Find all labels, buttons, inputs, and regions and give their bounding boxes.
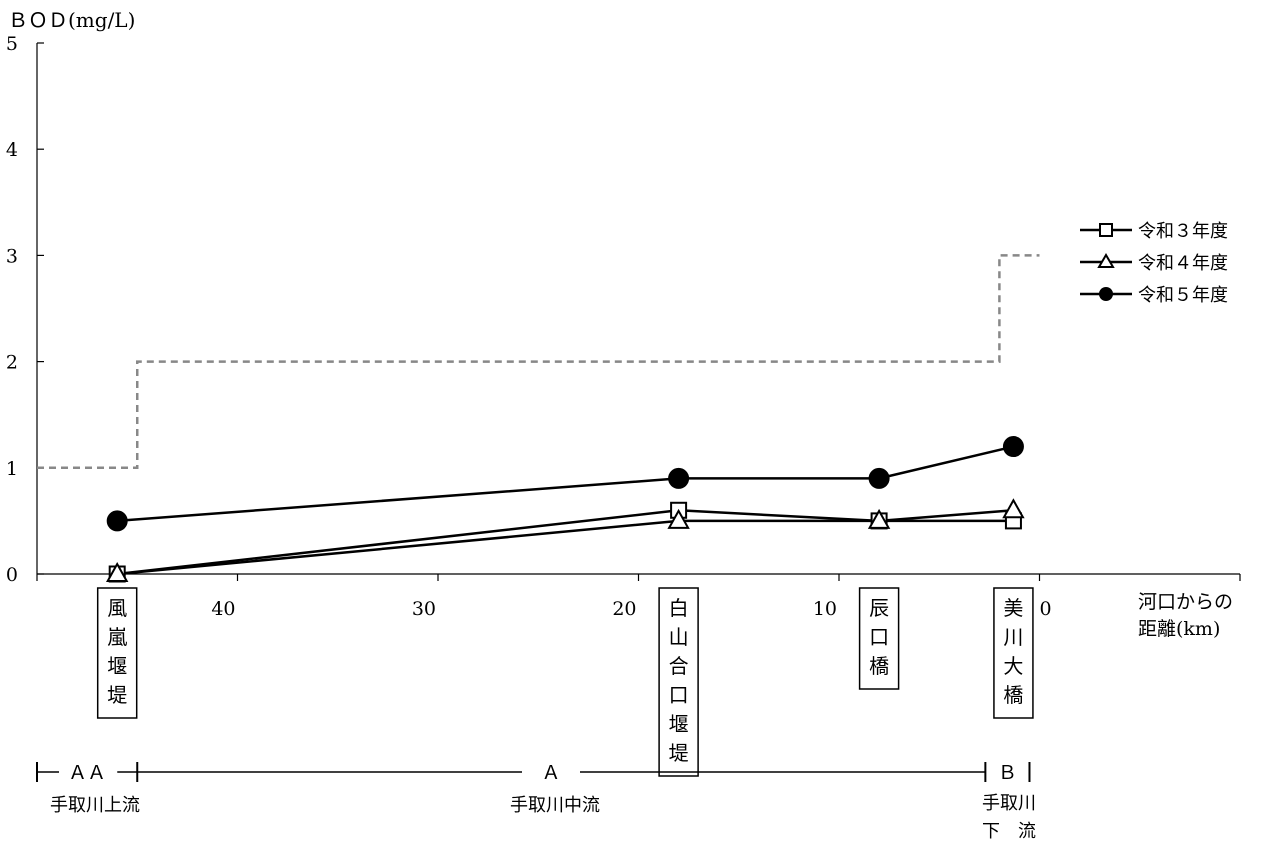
legend-label: 令和３年度 (1138, 221, 1228, 242)
series-3-point (668, 467, 690, 489)
station-box (96, 587, 138, 719)
x-tick-label: 20 (612, 598, 636, 620)
reach-label: 手取川 (982, 793, 1036, 814)
station-label-char: 美 (1003, 596, 1023, 620)
station-label-char: 風 (107, 596, 127, 620)
standard-step-line (37, 254, 1040, 470)
series-3-point (1002, 436, 1024, 458)
x-axis-title: 距離(km) (1138, 618, 1220, 640)
station-label-char: 辰 (869, 596, 889, 620)
station-box (658, 587, 699, 777)
chart-title: ＢＯＤ(mg/L) (8, 8, 135, 32)
series-layer (105, 436, 1025, 583)
station-label-char: 白 (669, 596, 689, 620)
legend-label: 令和５年度 (1138, 285, 1228, 306)
y-tick-label: 3 (6, 245, 18, 267)
legend-marker (1099, 287, 1113, 301)
series-2-point (105, 561, 129, 582)
series-2-point (867, 508, 891, 529)
series-line-2 (117, 509, 1014, 576)
y-tick-label: 2 (6, 352, 18, 374)
station-label-char: 堰 (107, 654, 127, 678)
y-tick-label: 0 (6, 564, 18, 586)
station-label-char: 大 (1003, 654, 1023, 678)
station-label-char: 橋 (869, 654, 889, 678)
x-axis-title: 河口からの (1138, 591, 1233, 613)
series-line-1 (117, 509, 1014, 576)
station-label-char: 川 (1003, 625, 1023, 649)
y-tick-label: 1 (6, 458, 18, 480)
x-tick-label: 0 (1039, 598, 1051, 620)
station-label-char: 口 (869, 625, 889, 649)
x-tick-label: 10 (813, 598, 837, 620)
zone-label: Ｂ (998, 762, 1017, 784)
station-label-char: 堤 (107, 683, 127, 707)
series-line-3 (117, 445, 1014, 523)
station-box (858, 587, 900, 690)
station-label-char: 嵐 (107, 625, 127, 649)
y-tick-label: 5 (6, 33, 18, 55)
standard-line-layer (37, 254, 1040, 470)
zone-label: Ａ (541, 762, 560, 784)
reach-label: 下 流 (982, 821, 1036, 842)
series-3-point (106, 510, 128, 532)
reach-label: 手取川上流 (50, 795, 140, 816)
y-tick-label: 4 (6, 139, 18, 161)
series-2-point (667, 508, 690, 529)
series-3-point (868, 467, 890, 489)
reach-label: 手取川中流 (510, 795, 600, 816)
x-tick-label: 40 (211, 598, 235, 620)
station-label-char: 堰 (669, 712, 689, 736)
x-tick-label: 30 (412, 598, 436, 620)
legend-marker (1099, 223, 1113, 237)
station-label-char: 口 (669, 683, 689, 707)
station-label-char: 合 (669, 654, 689, 678)
legend-marker (1097, 253, 1115, 268)
station-label-char: 橋 (1003, 683, 1023, 707)
station-box (993, 587, 1034, 719)
legend-label: 令和４年度 (1138, 253, 1228, 274)
zone-label: ＡＡ (68, 762, 106, 784)
station-label-char: 堤 (669, 741, 689, 765)
series-2-point (1002, 498, 1025, 519)
station-label-char: 山 (669, 625, 689, 649)
